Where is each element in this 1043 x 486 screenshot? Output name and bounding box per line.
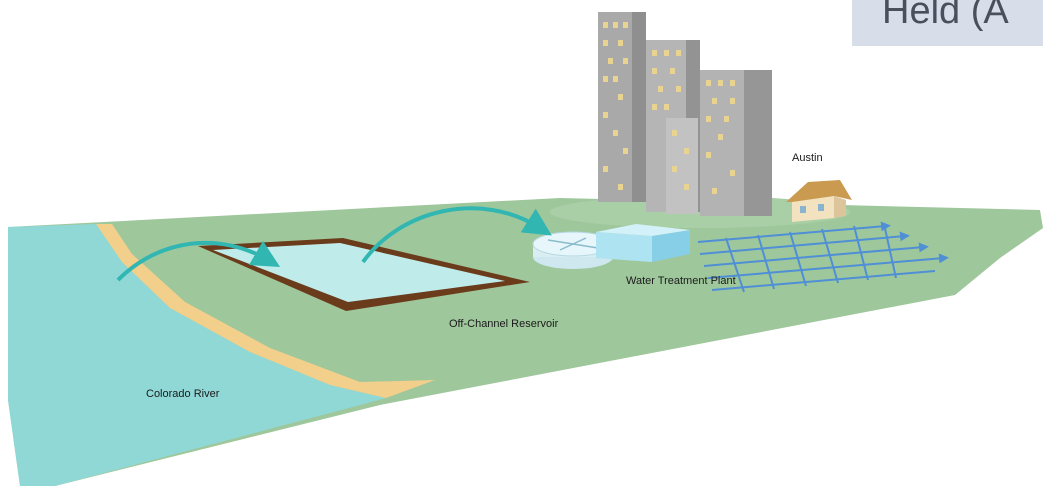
filter-building-top [596,224,690,236]
colorado-river [8,224,386,486]
off-channel-reservoir-label: Off-Channel Reservoir [449,318,559,330]
distribution-pipes [697,221,949,293]
title-tab-text: Held (A [882,0,1009,32]
reservoir-to-plant-arrow [361,206,552,264]
clarifier-arm-2 [559,237,587,251]
filter-building-side [652,230,690,262]
water-treatment-plant-label: Water Treatment Plant [626,275,736,287]
reservoir-water [213,243,505,302]
colorado-river-label: Colorado River [146,388,220,400]
city-skyline [598,12,772,216]
austin-label: Austin [792,152,823,164]
river-to-reservoir-arrow [116,240,281,282]
title-tab: Held (A [852,0,1043,46]
filter-building-front [596,232,652,262]
house-icon [786,180,852,222]
